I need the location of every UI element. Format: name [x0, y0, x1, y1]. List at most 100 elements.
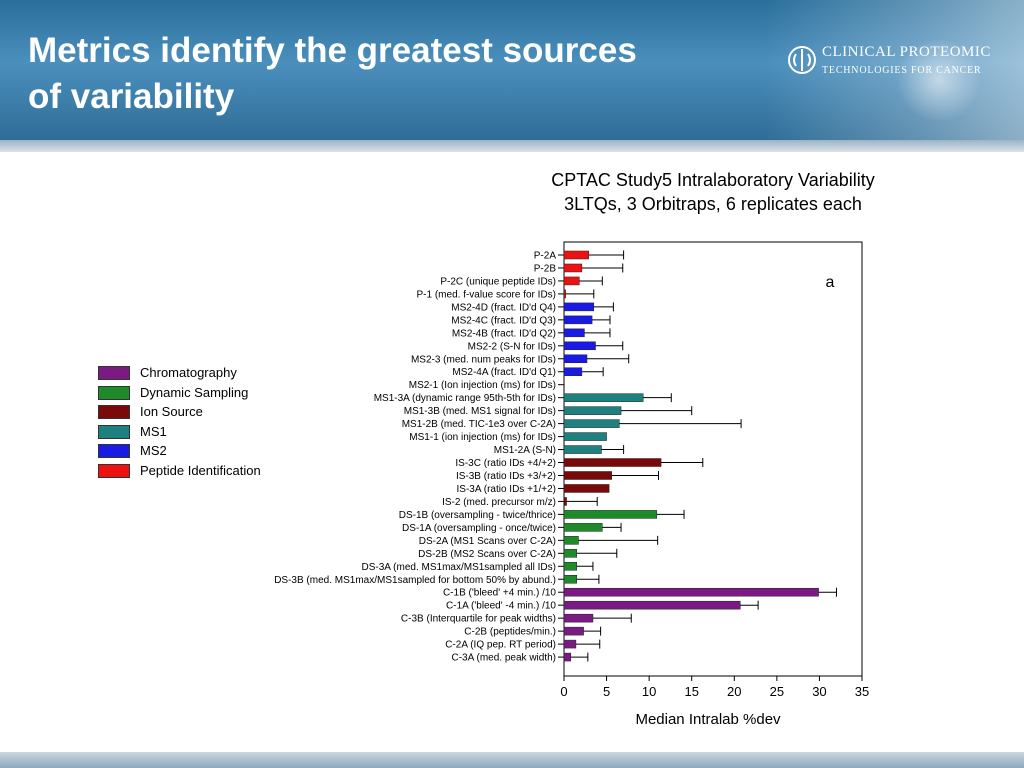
legend-swatch	[98, 463, 130, 478]
bar	[563, 523, 603, 532]
bar	[563, 341, 596, 351]
y-tick-label: P-2C (unique peptide IDs)	[440, 276, 556, 287]
bar	[563, 445, 602, 454]
legend-item: Ion Source	[98, 403, 298, 423]
y-tick-label: P-2B	[534, 263, 557, 274]
bar	[563, 613, 594, 623]
title-line-1: Metrics identify the greatest sources	[28, 31, 637, 70]
x-tick-label: 15	[684, 684, 698, 699]
legend-swatch	[98, 444, 130, 458]
x-tick-label: 0	[560, 684, 567, 699]
bar	[563, 367, 583, 376]
y-tick-label: C-2B (peptides/min.)	[464, 627, 556, 638]
bar	[563, 458, 662, 467]
bar	[563, 432, 607, 441]
bar	[563, 276, 580, 286]
y-tick-label: DS-1B (oversampling - twice/thrice)	[399, 510, 556, 521]
y-tick-label: C-1B ('bleed' +4 min.) /10	[443, 588, 556, 599]
y-tick-label: IS-3A (ratio IDs +1/+2)	[457, 484, 557, 495]
bar	[563, 289, 566, 299]
y-tick-label: MS2-4A (fract. ID'd Q1)	[452, 367, 556, 378]
bar	[563, 600, 741, 610]
bar	[563, 419, 620, 428]
y-tick-label: MS2-3 (med. num peaks for IDs)	[411, 354, 556, 365]
y-tick-label: MS2-1 (Ion injection (ms) for IDs)	[409, 380, 556, 391]
legend-item: Dynamic Sampling	[98, 384, 298, 404]
y-tick-label: IS-3C (ratio IDs +4/+2)	[455, 458, 556, 469]
legend-item: MS2	[98, 442, 298, 462]
y-tick-label: MS1-3A (dynamic range 95th-5th for IDs)	[374, 393, 556, 404]
legend-label: Dynamic Sampling	[140, 384, 249, 400]
bar	[563, 587, 819, 597]
y-tick-label: DS-2A (MS1 Scans over C-2A)	[419, 536, 556, 547]
legend-item: Chromatography	[98, 364, 298, 384]
bar	[563, 302, 595, 312]
brand-line-2: TECHNOLOGIES FOR CANCER	[822, 65, 982, 76]
bar	[563, 250, 589, 260]
y-tick-label: C-3B (Interquartile for peak widths)	[401, 614, 556, 625]
y-tick-label: MS2-4B (fract. ID'd Q2)	[452, 328, 556, 339]
bar	[563, 510, 658, 519]
chart-title: CPTAC Study5 Intralaboratory Variability	[551, 170, 874, 190]
y-tick-label: MS1-2A (S-N)	[494, 445, 556, 456]
slide-header: Metrics identify the greatest sources of…	[0, 0, 1024, 140]
bar	[563, 354, 588, 364]
x-axis-label: Median Intralab %dev	[635, 711, 781, 728]
bar	[563, 652, 572, 662]
x-tick-label: 20	[727, 684, 741, 699]
legend-label: Chromatography	[140, 365, 237, 380]
legend-swatch	[98, 405, 130, 419]
cptc-logo-icon	[788, 46, 816, 74]
legend-swatch	[98, 385, 130, 400]
x-tick-label: 25	[770, 684, 784, 699]
x-tick-label: 10	[642, 684, 656, 699]
y-tick-label: C-1A ('bleed' -4 min.) /10	[446, 601, 556, 612]
y-tick-label: P-1 (med. f-value score for IDs)	[417, 289, 556, 300]
title-line-2: of variability	[28, 77, 235, 116]
legend-swatch	[98, 366, 130, 380]
y-tick-label: IS-3B (ratio IDs +3/+2)	[456, 471, 556, 482]
bar	[563, 549, 578, 558]
legend-item: Peptide Identification	[98, 462, 298, 482]
x-tick-label: 5	[603, 684, 610, 699]
bar	[563, 639, 577, 649]
brand-line-1: CLINICAL PROTEOMIC	[822, 44, 991, 60]
bar	[563, 575, 578, 584]
y-tick-label: C-2A (IQ pep. RT period)	[445, 640, 556, 651]
legend-label: Ion Source	[140, 404, 203, 419]
brand-text: CLINICAL PROTEOMIC TECHNOLOGIES FOR CANC…	[822, 44, 991, 79]
legend-item: MS1	[98, 423, 298, 443]
bar	[563, 393, 644, 402]
y-tick-label: MS1-3B (med. MS1 signal for IDs)	[404, 406, 556, 417]
y-tick-label: MS2-4C (fract. ID'd Q3)	[451, 315, 556, 326]
y-tick-label: C-3A (med. peak width)	[452, 653, 557, 664]
legend-label: MS1	[140, 423, 167, 439]
y-tick-label: P-2A	[534, 251, 557, 262]
y-tick-label: MS2-2 (S-N for IDs)	[468, 341, 556, 352]
bar	[563, 626, 584, 636]
bar	[563, 484, 610, 493]
legend-label: Peptide Identification	[140, 462, 261, 478]
y-tick-label: DS-2B (MS2 Scans over C-2A)	[418, 549, 556, 560]
slide-title: Metrics identify the greatest sources of…	[28, 28, 748, 120]
legend-swatch	[98, 424, 130, 439]
footer-bar	[0, 752, 1024, 768]
chart-legend: Chromatography Dynamic Sampling Ion Source…	[98, 364, 298, 481]
y-tick-label: DS-3B (med. MS1max/MS1sampled for bottom…	[274, 575, 556, 586]
y-tick-label: DS-1A (oversampling - once/twice)	[402, 523, 556, 534]
bar	[563, 406, 622, 415]
y-tick-label: MS2-4D (fract. ID'd Q4)	[451, 302, 556, 313]
x-tick-label: 35	[855, 684, 869, 699]
header-separator	[0, 140, 1024, 152]
x-tick-label: 30	[812, 684, 826, 699]
legend-label: MS2	[140, 443, 167, 458]
brand-logo: CLINICAL PROTEOMIC TECHNOLOGIES FOR CANC…	[786, 44, 990, 80]
bar	[563, 328, 585, 338]
chart-annotation: a	[826, 274, 835, 291]
y-tick-label: MS1-1 (ion injection (ms) for IDs)	[409, 432, 556, 443]
scientist-image	[894, 40, 984, 120]
y-tick-label: DS-3A (med. MS1max/MS1sampled all IDs)	[361, 562, 556, 573]
bar	[563, 315, 593, 325]
y-tick-label: MS1-2B (med. TIC-1e3 over C-2A)	[402, 419, 556, 430]
